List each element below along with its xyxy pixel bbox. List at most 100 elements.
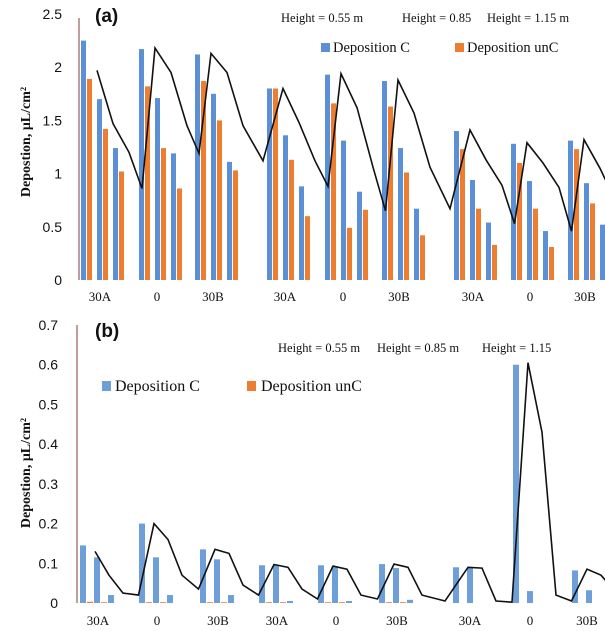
- bar-deposition-c: [379, 564, 385, 603]
- y-tick-label: 0.5: [39, 396, 59, 412]
- y-tick-label: 1.5: [43, 112, 63, 128]
- bar-deposition-unc: [145, 86, 150, 281]
- x-category-label: 30B: [386, 613, 408, 628]
- bar-deposition-unc: [266, 602, 272, 603]
- height-note-a-1: Height = 0.55 m: [281, 11, 363, 25]
- bar-deposition-c: [81, 40, 86, 280]
- bar-deposition-c: [527, 591, 533, 603]
- bar-deposition-c: [318, 565, 324, 603]
- bar-deposition-unc: [233, 170, 238, 280]
- legend-b: Deposition C Deposition unC: [102, 378, 362, 395]
- bar-deposition-unc: [217, 120, 222, 281]
- x-category-label: 30B: [202, 289, 224, 304]
- panel-label-b: (b): [95, 321, 119, 342]
- bar-deposition-c: [299, 186, 304, 280]
- bar-deposition-c: [153, 557, 159, 603]
- bar-deposition-unc: [177, 188, 182, 280]
- bar-deposition-c: [382, 81, 387, 280]
- bar-deposition-c: [94, 557, 100, 603]
- legend-label-c-b: Deposition C: [115, 378, 200, 395]
- bar-deposition-unc: [305, 216, 310, 280]
- bar-deposition-c: [283, 135, 288, 280]
- bar-deposition-unc: [146, 602, 152, 603]
- legend-label-c-a: Deposition C: [333, 40, 410, 56]
- bars-a: [81, 40, 605, 281]
- bar-deposition-c: [470, 179, 475, 280]
- bar-deposition-c: [273, 565, 279, 603]
- bar-deposition-c: [227, 161, 232, 280]
- x-category-label: 30B: [574, 289, 596, 304]
- bar-deposition-unc: [289, 159, 294, 280]
- bar-deposition-unc: [460, 149, 465, 280]
- bar-deposition-c: [228, 595, 234, 603]
- x-categories-b: 30A 0 30B 30A 0 30B 30A 0 30B: [87, 613, 598, 628]
- legend-swatch-c-a: [321, 43, 330, 52]
- y-tick-label: 0.7: [39, 317, 59, 333]
- y-axis-label-b: Depostion, μL/cm²: [19, 418, 34, 528]
- bar-deposition-c: [393, 568, 399, 603]
- y-tick-label: 1: [54, 166, 62, 182]
- bar-deposition-unc: [87, 601, 93, 603]
- bar-deposition-unc: [325, 602, 331, 603]
- x-category-label: 30A: [459, 613, 482, 628]
- x-category-label: 0: [333, 613, 340, 628]
- bar-deposition-c: [513, 364, 519, 603]
- x-category-label: 0: [154, 289, 161, 304]
- y-tick-label: 0.2: [39, 516, 59, 532]
- bar-deposition-unc: [87, 78, 92, 281]
- bar-deposition-c: [195, 54, 200, 280]
- y-tick-label: 2: [54, 59, 62, 75]
- bar-deposition-unc: [420, 235, 425, 280]
- bar-deposition-c: [80, 545, 86, 603]
- legend-label-unc-b: Deposition unC: [261, 378, 362, 395]
- bar-deposition-unc: [386, 602, 392, 603]
- bar-deposition-unc: [221, 602, 227, 603]
- x-category-label: 0: [527, 289, 534, 304]
- legend-swatch-unc-a: [455, 43, 464, 52]
- bar-deposition-c: [97, 99, 102, 281]
- bar-deposition-unc: [590, 203, 595, 280]
- bar-deposition-c: [467, 568, 473, 603]
- bar-deposition-c: [341, 140, 346, 280]
- bar-deposition-unc: [388, 106, 393, 281]
- bar-deposition-c: [414, 208, 419, 280]
- bar-deposition-unc: [549, 247, 554, 280]
- bar-deposition-unc: [331, 103, 336, 280]
- bar-deposition-c: [214, 559, 220, 603]
- bar-deposition-c: [332, 567, 338, 603]
- bar-deposition-c: [572, 570, 578, 603]
- bar-deposition-c: [267, 88, 272, 280]
- trend-line-a: [96, 45, 605, 232]
- x-category-label: 0: [527, 613, 534, 628]
- y-tick-label: 2.5: [43, 6, 63, 22]
- x-category-label: 0: [154, 613, 161, 628]
- bar-deposition-c: [543, 231, 548, 280]
- bar-deposition-c: [259, 565, 265, 603]
- bar-deposition-unc: [400, 602, 406, 603]
- y-ticks-b: 0 0.1 0.2 0.3 0.4 0.5 0.6 0.7: [39, 317, 59, 611]
- chart-a: (a) Height = 0.55 m Height = 0.85 Height…: [19, 6, 605, 304]
- y-tick-label: 0: [50, 595, 58, 611]
- bar-deposition-unc: [339, 602, 345, 603]
- bar-deposition-c: [113, 148, 118, 280]
- height-note-b-3: Height = 1.15: [482, 341, 551, 355]
- bar-deposition-c: [211, 93, 216, 280]
- height-note-a-2: Height = 0.85: [402, 11, 471, 25]
- bar-deposition-unc: [280, 602, 286, 603]
- y-tick-label: 0: [54, 272, 62, 288]
- bar-deposition-unc: [161, 148, 166, 280]
- bar-deposition-unc: [103, 128, 108, 280]
- bar-deposition-unc: [476, 208, 481, 280]
- x-category-label: 30A: [266, 613, 289, 628]
- legend-a: Deposition C Deposition unC: [321, 40, 558, 56]
- y-tick-label: 0.5: [43, 219, 63, 235]
- bar-deposition-c: [167, 595, 173, 603]
- bar-deposition-c: [568, 140, 573, 280]
- bar-deposition-c: [287, 601, 293, 603]
- bar-deposition-c: [407, 599, 413, 603]
- y-axis-label-a: Depostion, μL/cm²: [19, 87, 34, 197]
- x-category-label: 30B: [207, 613, 229, 628]
- bar-deposition-unc: [119, 171, 124, 280]
- bar-deposition-unc: [363, 209, 368, 280]
- bar-deposition-unc: [101, 602, 107, 603]
